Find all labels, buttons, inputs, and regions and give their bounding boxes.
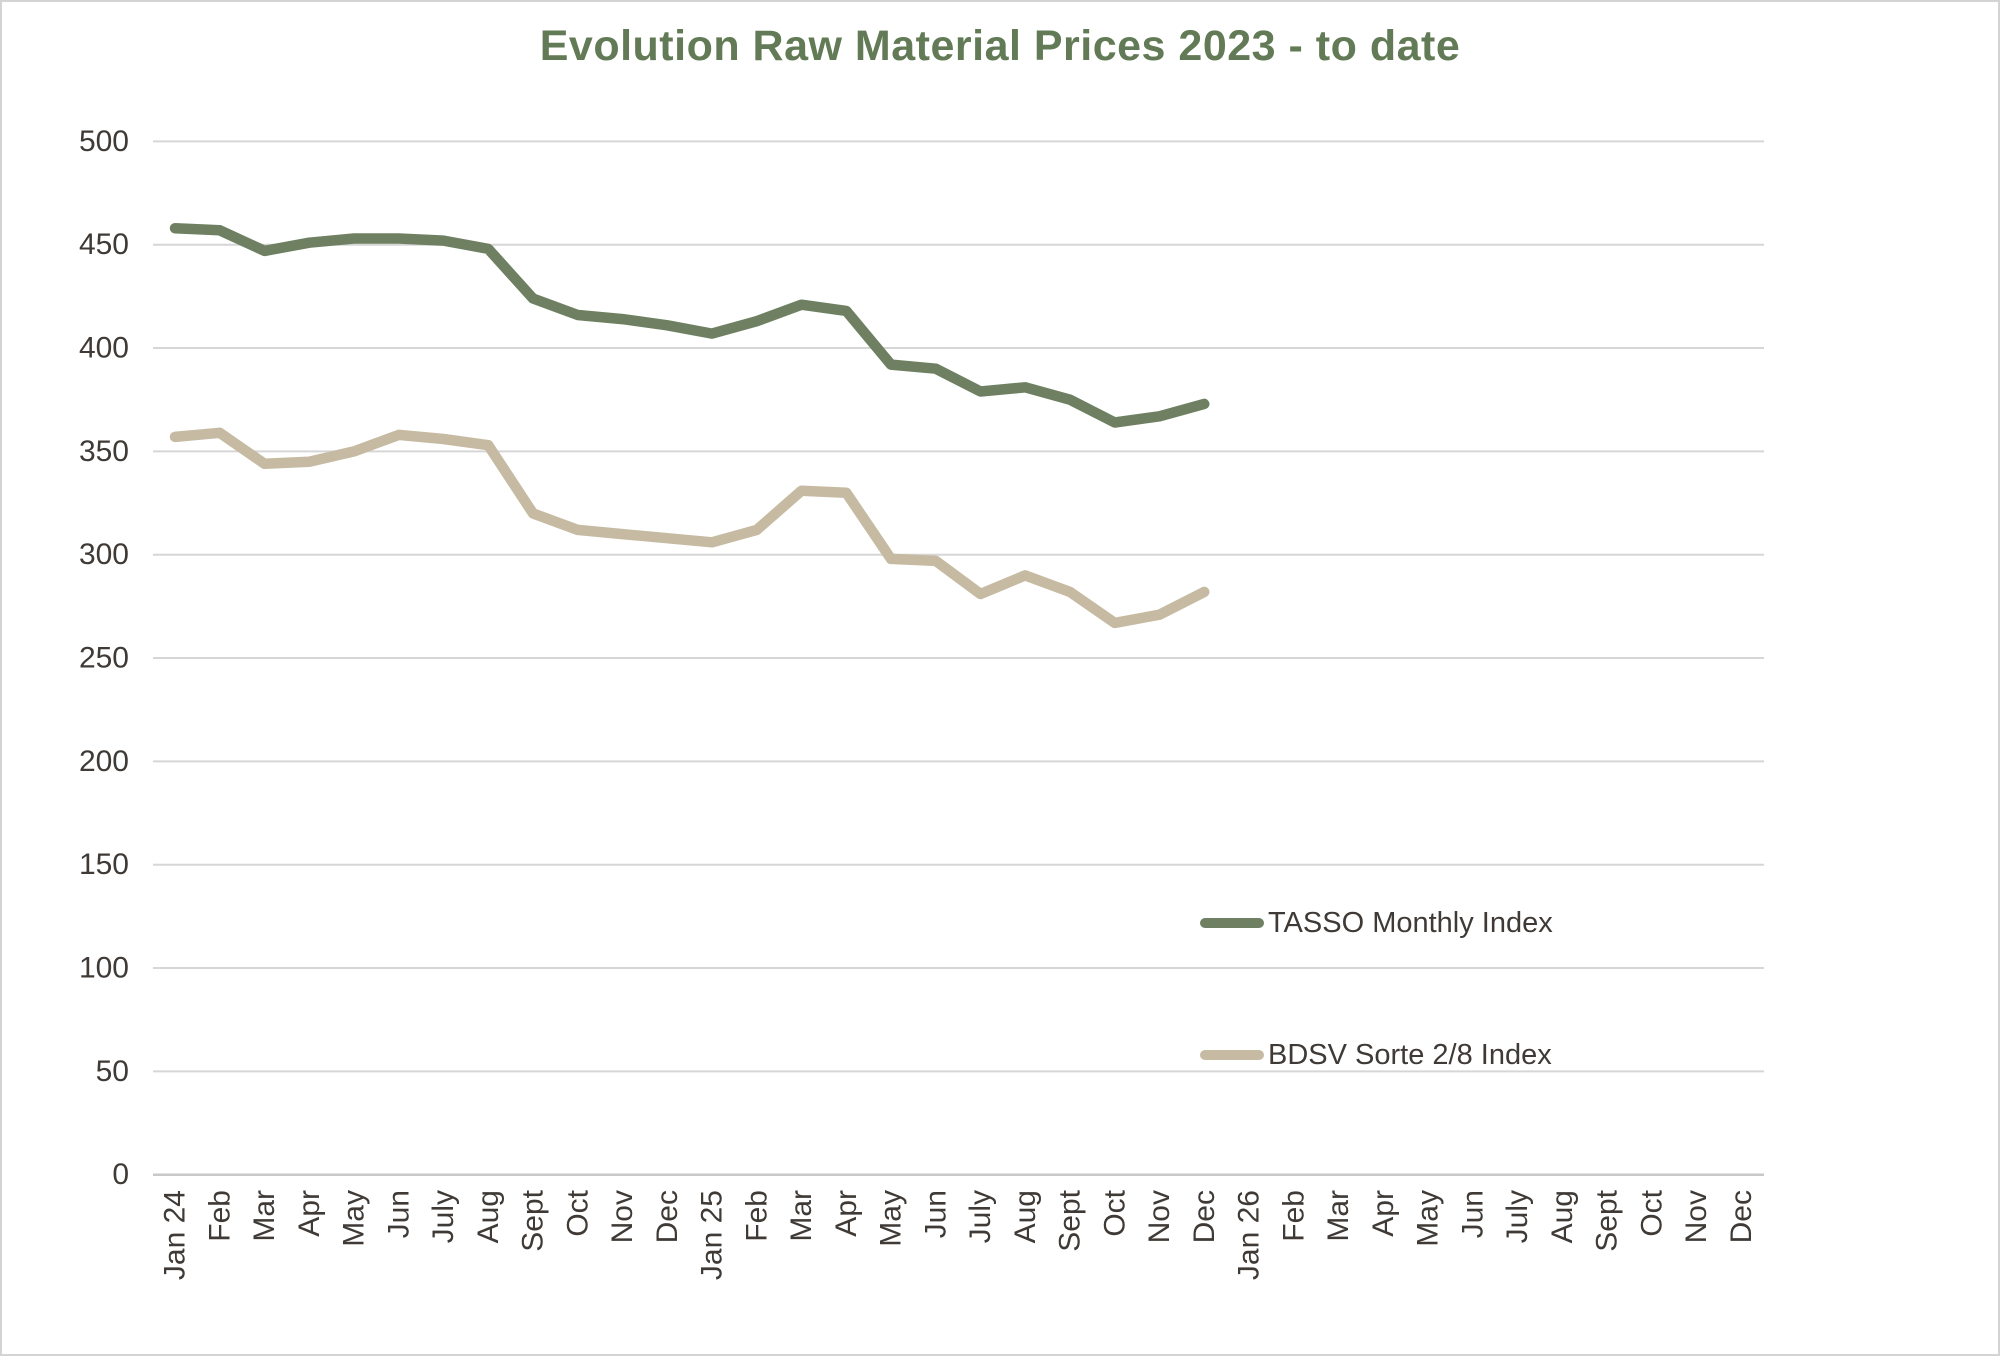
x-tick-label-10: Nov [606,1190,639,1243]
y-tick-label-100: 100 [79,952,129,985]
x-tick-label-35: Dec [1725,1190,1758,1243]
chart-title: Evolution Raw Material Prices 2023 - to … [539,22,1461,70]
x-tick-label-12: Jan 25 [696,1190,729,1280]
y-tick-label-50: 50 [96,1055,129,1088]
y-tick-label-500: 500 [79,125,129,158]
x-tick-label-16: May [875,1190,908,1247]
x-tick-label-22: Nov [1143,1190,1176,1243]
series-line-tasso[interactable] [169,222,1210,428]
x-tick-label-23: Dec [1188,1190,1221,1243]
x-tick-label-4: May [338,1190,371,1247]
x-tick-label-3: Apr [293,1190,326,1237]
x-tick-label-19: Aug [1009,1190,1042,1243]
x-tick-label-15: Apr [830,1190,863,1237]
x-tick-label-29: Jun [1456,1190,1489,1238]
x-tick-label-7: Aug [472,1190,505,1243]
x-tick-label-18: July [964,1190,997,1243]
legend-label-bdsv: BDSV Sorte 2/8 Index [1268,1038,1552,1071]
x-tick-label-31: Aug [1546,1190,1579,1243]
x-tick-label-26: Mar [1322,1190,1355,1242]
x-tick-label-33: Oct [1635,1189,1668,1236]
y-tick-label-200: 200 [79,745,129,778]
x-tick-label-13: Feb [740,1190,773,1242]
legend-item-bdsv[interactable]: BDSV Sorte 2/8 Index [1200,1035,1552,1075]
x-tick-label-24: Jan 26 [1233,1190,1266,1280]
x-tick-label-32: Sept [1591,1189,1624,1251]
x-tick-label-17: Jun [919,1190,952,1238]
x-tick-label-21: Oct [1098,1189,1131,1236]
x-tick-label-20: Sept [1054,1189,1087,1251]
y-tick-label-350: 350 [79,435,129,468]
x-tick-label-30: July [1501,1190,1534,1243]
x-tick-label-34: Nov [1680,1190,1713,1243]
x-tick-label-25: Feb [1277,1190,1310,1242]
x-tick-label-2: Mar [248,1190,281,1242]
x-tick-label-1: Feb [203,1190,236,1242]
y-tick-label-300: 300 [79,538,129,571]
x-tick-label-5: Jun [382,1190,415,1238]
y-tick-label-400: 400 [79,332,129,365]
x-tick-label-28: May [1412,1190,1445,1247]
x-tick-label-0: Jan 24 [159,1190,192,1280]
y-tick-label-150: 150 [79,848,129,881]
legend-label-tasso: TASSO Monthly Index [1268,906,1553,939]
x-tick-label-27: Apr [1367,1190,1400,1237]
y-tick-label-0: 0 [112,1158,129,1191]
y-tick-label-450: 450 [79,228,129,261]
x-tick-label-8: Sept [517,1189,550,1251]
legend-item-tasso[interactable]: TASSO Monthly Index [1200,903,1553,943]
bdsv-line-swatch [1200,1050,1264,1060]
x-tick-label-9: Oct [561,1189,594,1236]
series-line-bdsv[interactable] [169,427,1210,629]
x-tick-label-14: Mar [785,1190,818,1242]
x-tick-label-11: Dec [651,1190,684,1243]
x-tick-label-6: July [427,1190,460,1243]
tasso-line-swatch [1200,918,1264,928]
y-tick-label-250: 250 [79,642,129,675]
